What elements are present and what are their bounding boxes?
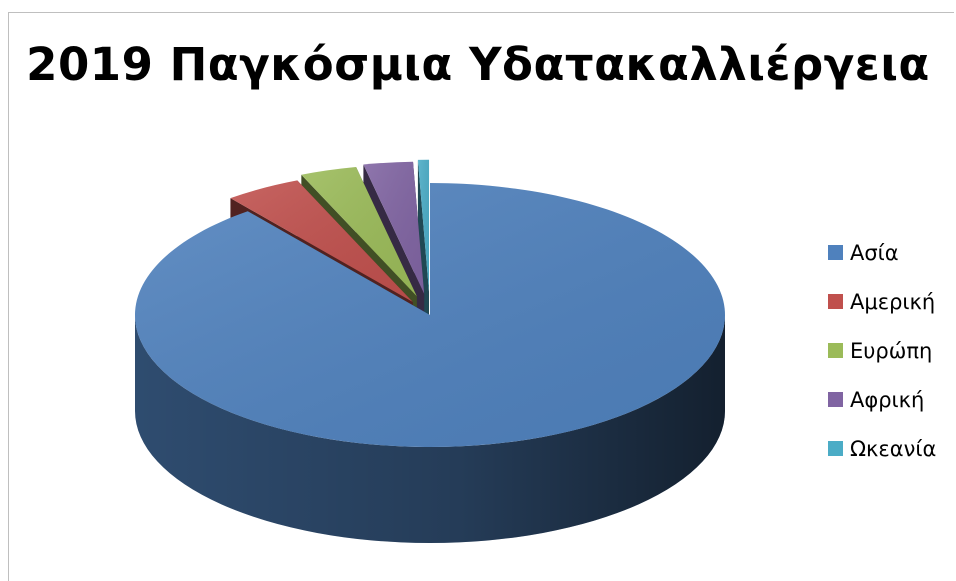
legend-label: Ευρώπη: [850, 338, 933, 363]
pie-slice-2-top-shade: [230, 180, 413, 302]
pie-slices: [135, 159, 726, 543]
pie-slice-1-top-shade: [135, 183, 726, 447]
legend: Ασία Αμερική Ευρώπη Αφρική Ωκεανία: [828, 228, 936, 473]
pie-slice-5: [417, 159, 430, 388]
legend-label: Αμερική: [850, 289, 936, 314]
pie-slice-1: [135, 183, 726, 543]
legend-label: Αφρική: [850, 387, 925, 412]
pie-slice-4-top-shade: [363, 161, 425, 294]
legend-swatch: [828, 245, 843, 260]
legend-item-3: Ευρώπη: [828, 326, 936, 375]
legend-item-5: Ωκεανία: [828, 424, 936, 473]
legend-swatch: [828, 392, 843, 407]
pie-slice-5-top-shade: [417, 159, 430, 292]
legend-swatch: [828, 441, 843, 456]
legend-swatch: [828, 343, 843, 358]
legend-label: Ασία: [850, 240, 899, 265]
legend-item-2: Αμερική: [828, 277, 936, 326]
legend-item-1: Ασία: [828, 228, 936, 277]
legend-item-4: Αφρική: [828, 375, 936, 424]
chart-title: 2019 Παγκόσμια Υδατακαλλιέργεια: [26, 38, 930, 91]
legend-swatch: [828, 294, 843, 309]
pie-slice-1-rim-shade: [135, 315, 725, 543]
legend-label: Ωκεανία: [850, 436, 937, 461]
pie-slice-3-top-shade: [301, 167, 417, 297]
